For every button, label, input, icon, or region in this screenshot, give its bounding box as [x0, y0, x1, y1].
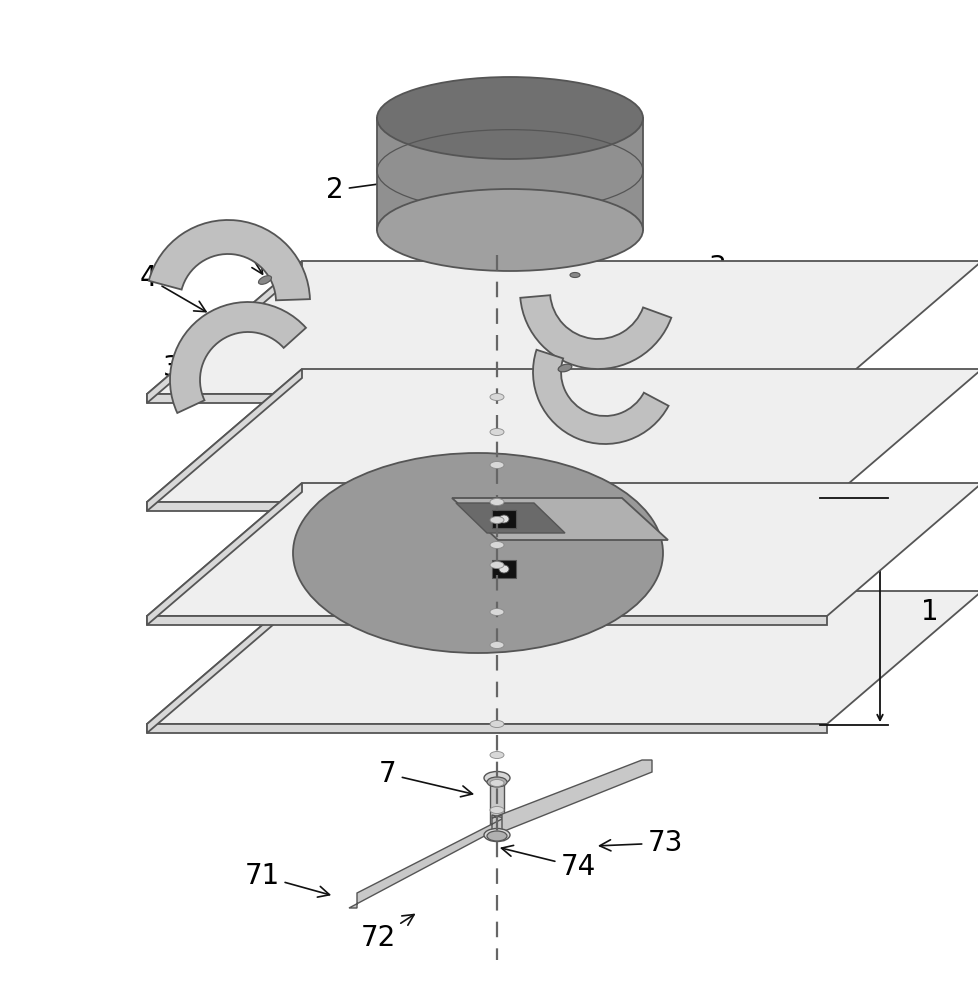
Ellipse shape: [490, 428, 504, 436]
Text: 4: 4: [139, 264, 205, 312]
Text: 5: 5: [249, 531, 343, 561]
Text: 42: 42: [225, 229, 262, 274]
Polygon shape: [147, 369, 978, 502]
Ellipse shape: [486, 831, 507, 841]
Text: 3: 3: [616, 254, 726, 288]
Text: 73: 73: [600, 829, 682, 857]
Ellipse shape: [258, 276, 271, 284]
Polygon shape: [147, 394, 826, 403]
Polygon shape: [147, 591, 978, 724]
Bar: [492, 510, 515, 528]
Ellipse shape: [377, 77, 643, 159]
Text: 72: 72: [360, 915, 414, 952]
Ellipse shape: [490, 562, 504, 568]
Text: 4: 4: [704, 344, 808, 372]
Wedge shape: [170, 302, 306, 413]
Polygon shape: [490, 785, 504, 840]
Text: 74: 74: [501, 845, 595, 881]
Wedge shape: [149, 220, 310, 300]
Ellipse shape: [490, 779, 504, 786]
Polygon shape: [452, 498, 667, 540]
Polygon shape: [348, 815, 504, 908]
Ellipse shape: [499, 515, 509, 523]
Polygon shape: [147, 483, 301, 625]
Bar: [492, 560, 515, 578]
Ellipse shape: [377, 189, 643, 271]
Ellipse shape: [569, 272, 579, 277]
Polygon shape: [492, 760, 651, 832]
Ellipse shape: [557, 364, 571, 372]
Polygon shape: [147, 591, 301, 733]
Ellipse shape: [490, 462, 504, 468]
Ellipse shape: [483, 828, 510, 841]
Polygon shape: [147, 616, 826, 625]
Text: 6: 6: [584, 496, 658, 531]
Text: 7: 7: [378, 760, 472, 797]
Polygon shape: [147, 261, 978, 394]
Ellipse shape: [490, 806, 504, 813]
Ellipse shape: [490, 498, 504, 506]
Ellipse shape: [490, 608, 504, 615]
Text: 1: 1: [920, 597, 938, 626]
Text: 41: 41: [574, 364, 665, 392]
Text: 71: 71: [244, 862, 330, 897]
Polygon shape: [456, 503, 564, 533]
Ellipse shape: [486, 777, 507, 787]
Polygon shape: [377, 118, 643, 230]
Ellipse shape: [292, 453, 662, 653]
Polygon shape: [147, 261, 301, 403]
Ellipse shape: [490, 720, 504, 728]
Ellipse shape: [490, 516, 504, 524]
Polygon shape: [147, 724, 826, 733]
Text: 3: 3: [163, 354, 241, 382]
Ellipse shape: [490, 642, 504, 648]
Polygon shape: [147, 483, 978, 616]
Polygon shape: [147, 369, 301, 511]
Polygon shape: [147, 502, 826, 511]
Ellipse shape: [490, 393, 504, 400]
Text: 51: 51: [347, 474, 485, 514]
Wedge shape: [532, 350, 668, 444]
Ellipse shape: [490, 752, 504, 758]
Ellipse shape: [490, 542, 504, 548]
Text: 2: 2: [326, 173, 432, 204]
Wedge shape: [519, 295, 671, 369]
Ellipse shape: [499, 565, 509, 573]
Ellipse shape: [483, 771, 510, 784]
